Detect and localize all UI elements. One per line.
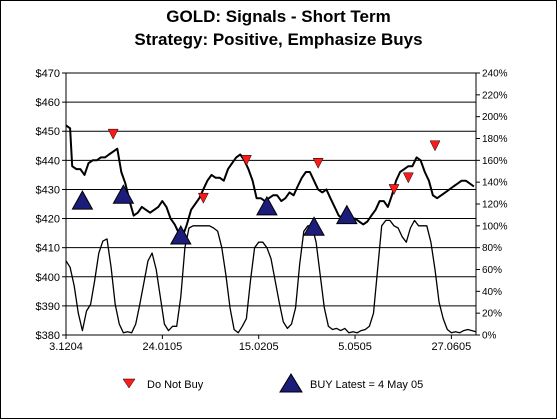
left-tick-label: $420 — [36, 214, 60, 226]
left-tick-label: $470 — [36, 68, 60, 80]
buy-signal-marker — [303, 216, 325, 236]
right-tick-label: 0% — [482, 331, 497, 342]
legend-buy-icon — [279, 373, 303, 393]
buy-signal-marker — [336, 204, 358, 225]
price-line — [65, 124, 475, 237]
right-tick-label: 160% — [482, 156, 508, 167]
buy-signal-marker — [71, 190, 94, 210]
right-tick-label: 80% — [482, 243, 502, 254]
left-tick-label: $430 — [36, 184, 60, 196]
x-tick-label: 3.1204 — [49, 341, 83, 353]
x-tick-label: 15.0205 — [239, 341, 279, 353]
right-tick-label: 240% — [482, 69, 508, 80]
buy-signal-marker — [256, 195, 278, 216]
x-tick-label: 24.0105 — [142, 341, 182, 353]
do-not-buy-marker — [388, 184, 400, 196]
do-not-buy-marker — [429, 140, 441, 152]
do-not-buy-marker — [402, 172, 414, 184]
right-tick-label: 40% — [482, 287, 502, 298]
chart-title: GOLD: Signals - Short Term — [166, 7, 391, 26]
right-tick-label: 220% — [482, 90, 508, 101]
left-tick-label: $390 — [36, 301, 60, 313]
right-tick-label: 140% — [482, 178, 508, 189]
left-tick-label: $410 — [36, 243, 60, 255]
plot-area — [65, 72, 477, 336]
legend-do-not-buy-label: Do Not Buy — [147, 379, 204, 391]
right-tick-label: 100% — [482, 221, 508, 232]
buy-signal-marker — [169, 224, 192, 245]
left-tick-label: $450 — [36, 126, 60, 138]
do-not-buy-marker — [197, 192, 209, 204]
right-tick-label: 120% — [482, 200, 508, 211]
left-tick-label: $380 — [36, 330, 60, 342]
left-tick-label: $400 — [36, 272, 60, 284]
chart-subtitle: Strategy: Positive, Emphasize Buys — [134, 30, 423, 49]
right-tick-label: 200% — [482, 112, 508, 123]
do-not-buy-marker — [312, 157, 324, 169]
x-tick-label: 5.0505 — [338, 341, 372, 353]
indicator-line — [65, 219, 477, 334]
right-tick-label: 20% — [482, 309, 502, 320]
do-not-buy-marker — [107, 128, 119, 140]
buy-signal-marker — [112, 184, 135, 204]
legend-buy-label: BUY Latest = 4 May 05 — [310, 379, 423, 391]
left-tick-label: $440 — [36, 155, 60, 167]
legend-do-not-buy-icon — [122, 378, 136, 389]
right-tick-label: 180% — [482, 134, 508, 145]
right-tick-label: 60% — [482, 265, 502, 276]
left-tick-label: $460 — [36, 97, 60, 109]
x-tick-label: 27.0605 — [432, 341, 472, 353]
do-not-buy-marker — [240, 155, 252, 166]
